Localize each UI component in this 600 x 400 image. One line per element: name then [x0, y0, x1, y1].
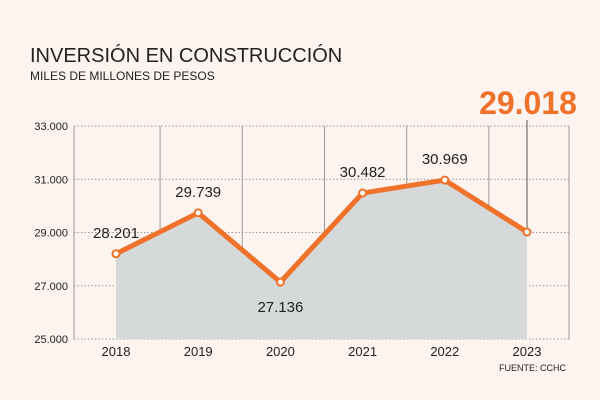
data-label: 30.482: [340, 164, 386, 181]
data-point: [275, 277, 285, 287]
data-point: [358, 188, 368, 198]
x-tick-label: 2023: [513, 344, 542, 359]
plot-area: 25.000 27.000 29.000 31.000 33.000 28.201 29.7…: [34, 120, 570, 359]
data-label: 27.136: [257, 299, 303, 316]
data-point: [522, 227, 532, 237]
y-tick-label: 31.000: [34, 174, 68, 186]
highlight-value-label: 29.018: [479, 85, 577, 121]
x-tick-label: 2021: [348, 344, 377, 359]
data-point: [193, 208, 203, 218]
y-tick-label: 27.000: [34, 281, 68, 293]
data-point: [111, 249, 121, 259]
data-label: 30.969: [422, 151, 468, 168]
x-tick-label: 2019: [184, 344, 213, 359]
chart-title: INVERSIÓN EN CONSTRUCCIÓN: [30, 44, 342, 67]
y-tick-label: 33.000: [34, 121, 68, 133]
x-tick-label: 2018: [102, 344, 131, 359]
data-point: [440, 175, 450, 185]
chart-subtitle: MILES DE MILLONES DE PESOS: [30, 69, 215, 83]
y-tick-label: 29.000: [34, 228, 68, 240]
y-tick-label: 25.000: [34, 334, 68, 346]
x-tick-label: 2020: [266, 344, 295, 359]
area-fill: [116, 180, 527, 339]
series-line: [113, 177, 530, 285]
data-label: 29.739: [175, 184, 221, 201]
x-tick-label: 2022: [430, 344, 459, 359]
source-label: FUENTE: CCHC: [499, 363, 566, 373]
data-label: 28.201: [93, 225, 139, 242]
